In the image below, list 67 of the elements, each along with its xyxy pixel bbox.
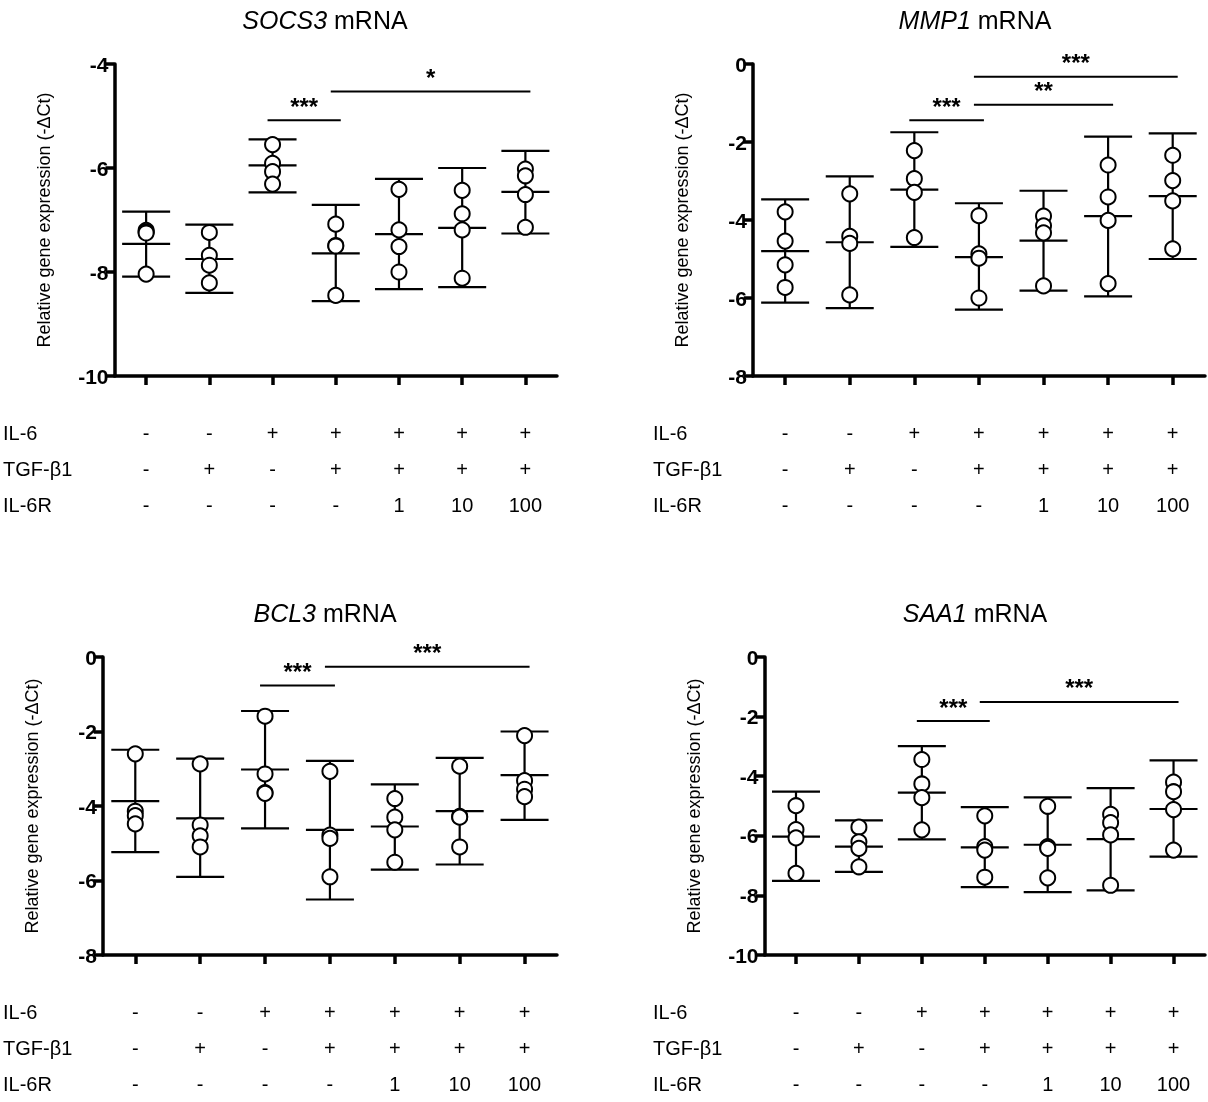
y-tick-label: -6 bbox=[739, 824, 759, 848]
annotation: *** bbox=[1061, 49, 1091, 77]
x-tick-label: + + 1 bbox=[393, 422, 405, 516]
chart-title: MMP1 mRNA bbox=[898, 5, 1052, 34]
x-tick-label: + + 100 bbox=[1156, 1001, 1191, 1095]
x-tick-label: + + 10 bbox=[1099, 1001, 1122, 1095]
y-tick-label: -6 bbox=[78, 869, 97, 892]
y-tick-label: -4 bbox=[89, 52, 109, 76]
y-axis-title: Relative gene expression (-ΔCt) bbox=[33, 92, 54, 348]
x-tick-label: - - - bbox=[792, 1001, 800, 1095]
y-tick-label: -10 bbox=[728, 943, 759, 967]
x-tick-label: + + - bbox=[329, 422, 342, 516]
y-tick-label: -8 bbox=[89, 260, 109, 284]
y-axis-title: Relative gene expression (-ΔCt) bbox=[671, 92, 692, 348]
chart-title: SAA1 mRNA bbox=[902, 598, 1048, 627]
y-tick-label: -6 bbox=[89, 156, 109, 180]
y-tick-label: 0 bbox=[746, 645, 759, 669]
x-tick-label: - + - bbox=[843, 422, 856, 516]
x-tick-label: + - - bbox=[908, 422, 921, 516]
x-axis-title: IL-6 TGF-β1 IL-6R bbox=[3, 422, 73, 516]
x-tick-label: + + 100 bbox=[508, 422, 543, 516]
y-tick-label: -4 bbox=[739, 764, 759, 788]
annotation: ** bbox=[1034, 77, 1054, 105]
y-tick-label: -10 bbox=[78, 364, 109, 388]
x-tick-label: + + 1 bbox=[388, 1001, 401, 1095]
x-tick-label: + + - bbox=[324, 1001, 336, 1095]
chart-title: BCL3 mRNA bbox=[253, 598, 397, 627]
x-tick-label: + + 10 bbox=[451, 422, 474, 516]
y-tick-label: -8 bbox=[728, 364, 748, 388]
y-axis-title: Relative gene expression (-ΔCt) bbox=[683, 678, 704, 934]
y-tick-label: -2 bbox=[78, 720, 97, 743]
x-tick-label: + - - bbox=[266, 422, 279, 516]
x-tick-label: + + 100 bbox=[507, 1001, 542, 1095]
annotation: *** bbox=[283, 658, 313, 686]
y-tick-label: -4 bbox=[78, 794, 98, 818]
x-tick-label: - + - bbox=[194, 1001, 207, 1095]
x-tick-label: - - - bbox=[781, 422, 789, 516]
x-tick-label: + + 10 bbox=[1096, 422, 1120, 516]
x-axis-title: IL-6 TGF-β1 IL-6R bbox=[653, 1001, 723, 1095]
x-tick-label: + + 1 bbox=[1037, 422, 1050, 516]
annotation: *** bbox=[932, 92, 962, 120]
y-tick-label: -8 bbox=[739, 883, 759, 907]
annotation: * bbox=[425, 63, 436, 91]
x-tick-label: - + - bbox=[853, 1001, 865, 1095]
x-tick-label: + - - bbox=[259, 1001, 271, 1095]
annotation: *** bbox=[1065, 674, 1094, 702]
chart-title: SOCS3 mRNA bbox=[242, 5, 408, 34]
x-tick-label: + + - bbox=[978, 1001, 991, 1095]
y-tick-label: -8 bbox=[78, 943, 98, 967]
x-tick-label: + + - bbox=[973, 422, 985, 516]
x-tick-label: + + 10 bbox=[448, 1001, 471, 1095]
y-tick-label: -4 bbox=[728, 208, 748, 232]
annotation: *** bbox=[413, 639, 442, 667]
y-axis-title: Relative gene expression (-ΔCt) bbox=[21, 678, 42, 934]
y-tick-label: -2 bbox=[728, 130, 747, 154]
x-axis-title: IL-6 TGF-β1 IL-6R bbox=[3, 1001, 73, 1095]
x-axis-title: IL-6 TGF-β1 IL-6R bbox=[653, 422, 723, 516]
annotation: *** bbox=[290, 92, 319, 120]
x-tick-label: + + 1 bbox=[1041, 1001, 1054, 1095]
x-tick-label: - - - bbox=[131, 1001, 139, 1095]
y-tick-label: -6 bbox=[728, 286, 747, 310]
y-tick-label: -2 bbox=[739, 705, 759, 729]
x-tick-label: + + 100 bbox=[1156, 422, 1190, 516]
x-tick-label: - + - bbox=[203, 422, 216, 516]
x-tick-label: - - - bbox=[142, 422, 150, 516]
annotation: *** bbox=[939, 693, 968, 721]
x-tick-label: + - - bbox=[916, 1001, 928, 1095]
